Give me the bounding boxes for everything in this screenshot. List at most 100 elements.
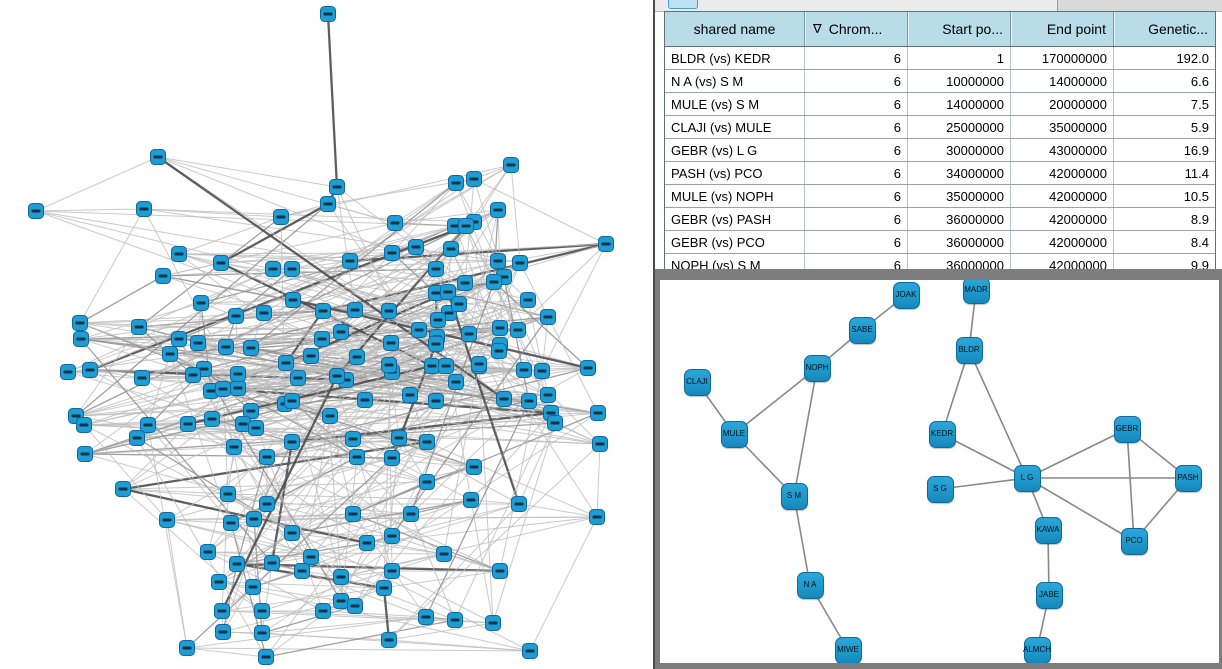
overview-node[interactable] [580,360,596,376]
overview-node[interactable] [345,431,361,447]
overview-node[interactable] [384,563,400,579]
overview-node[interactable] [290,370,306,386]
overview-node[interactable] [215,624,231,640]
column-header-sharedname[interactable]: shared name [665,12,805,46]
table-row[interactable]: MULE (vs) S M 6 14000000 20000000 7.5 [665,93,1215,116]
table-row[interactable]: MULE (vs) NOPH 6 35000000 42000000 10.5 [665,185,1215,208]
overview-node[interactable] [82,362,98,378]
overview-node[interactable] [436,546,452,562]
overview-node[interactable] [218,339,234,355]
overview-node[interactable] [190,335,206,351]
detail-node-SM[interactable]: S M [780,482,808,510]
overview-node[interactable] [443,241,459,257]
overview-node[interactable] [461,326,477,342]
overview-node[interactable] [438,358,454,374]
overview-node[interactable] [211,574,227,590]
detail-network-canvas[interactable]: JOAK MADR SABE BLDR NOPH CLAJI GEBR MULE KEDR L G… [660,280,1217,663]
detail-node-ALMCH[interactable]: ALMCH [1023,636,1051,663]
overview-node[interactable] [534,363,550,379]
overview-node[interactable] [180,416,196,432]
overview-node[interactable] [384,245,400,261]
overview-node[interactable] [220,486,236,502]
overview-node[interactable] [259,496,275,512]
overview-node[interactable] [155,268,171,284]
overview-node[interactable] [333,569,349,585]
overview-node[interactable] [320,196,336,212]
overview-node[interactable] [510,322,526,338]
table-row[interactable]: GEBR (vs) PASH 6 36000000 42000000 8.9 [665,208,1215,231]
overview-node[interactable] [131,319,147,335]
overview-node[interactable] [278,355,294,371]
table-horizontal-scrollbar[interactable] [1058,0,1222,11]
overview-node[interactable] [223,515,239,531]
overview-node[interactable] [448,175,464,191]
overview-node[interactable] [200,544,216,560]
overview-node[interactable] [349,449,365,465]
overview-node[interactable] [463,492,479,508]
overview-node[interactable] [229,556,245,572]
overview-node[interactable] [520,292,536,308]
overview-node[interactable] [215,381,231,397]
overview-node[interactable] [214,603,230,619]
overview-node[interactable] [243,403,259,419]
overview-node[interactable] [329,368,345,384]
overview-node[interactable] [150,149,166,165]
overview-node[interactable] [540,387,556,403]
overview-node[interactable] [492,320,508,336]
overview-node[interactable] [60,364,76,380]
overview-node[interactable] [73,331,89,347]
overview-node[interactable] [347,598,363,614]
overview-node[interactable] [315,603,331,619]
overview-node[interactable] [598,236,614,252]
overview-node[interactable] [383,335,399,351]
overview-node[interactable] [381,357,397,373]
overview-node[interactable] [381,632,397,648]
detail-edge-BLDR-KEDR[interactable] [941,349,970,435]
overview-node[interactable] [384,450,400,466]
overview-node[interactable] [466,459,482,475]
overview-node[interactable] [254,625,270,641]
overview-node[interactable] [359,535,375,551]
overview-node[interactable] [185,367,201,383]
detail-edge-GEBR-PCO[interactable] [1126,428,1135,542]
overview-node[interactable] [357,392,373,408]
overview-node[interactable] [254,603,270,619]
overview-node[interactable] [428,393,444,409]
detail-edge-SM-NA[interactable] [793,495,811,586]
detail-node-JOAK[interactable]: JOAK [892,281,920,309]
overview-node[interactable] [447,612,463,628]
overview-node[interactable] [411,322,427,338]
overview-node[interactable] [485,615,501,631]
detail-node-KEDR[interactable]: KEDR [928,420,956,448]
overview-node[interactable] [471,356,487,372]
overview-node[interactable] [294,563,310,579]
column-header-startpo[interactable]: Start po... [908,12,1011,46]
overview-node[interactable] [162,346,178,362]
detail-node-GEBR[interactable]: GEBR [1113,415,1141,443]
detail-node-PASH[interactable]: PASH [1174,464,1202,492]
overview-node[interactable] [72,315,88,331]
column-header-genetic[interactable]: Genetic... [1114,12,1215,46]
overview-node[interactable] [333,593,349,609]
overview-node[interactable] [314,331,330,347]
detail-edge-KEDR-LG[interactable] [941,433,1028,479]
overview-node[interactable] [213,255,229,271]
overview-node[interactable] [428,261,444,277]
detail-edge-LG-GEBR[interactable] [1026,428,1128,479]
overview-node[interactable] [491,343,507,359]
overview-node[interactable] [320,6,336,22]
detail-edge-BLDR-LG[interactable] [968,349,1028,479]
overview-node[interactable] [451,296,467,312]
overview-node[interactable] [547,415,563,431]
table-row[interactable]: N A (vs) S M 6 10000000 14000000 6.6 [665,70,1215,93]
detail-edge-NOPH-MULE[interactable] [733,367,818,435]
overview-node[interactable] [419,474,435,490]
overview-node[interactable] [448,374,464,390]
overview-node[interactable] [589,509,605,525]
overview-node[interactable] [403,506,419,522]
overview-node[interactable] [592,436,608,452]
overview-node[interactable] [522,643,538,659]
detail-node-CLAJI[interactable]: CLAJI [683,368,711,396]
table-row[interactable]: PASH (vs) PCO 6 34000000 42000000 11.4 [665,162,1215,185]
detail-node-JABE[interactable]: JABE [1035,581,1063,609]
